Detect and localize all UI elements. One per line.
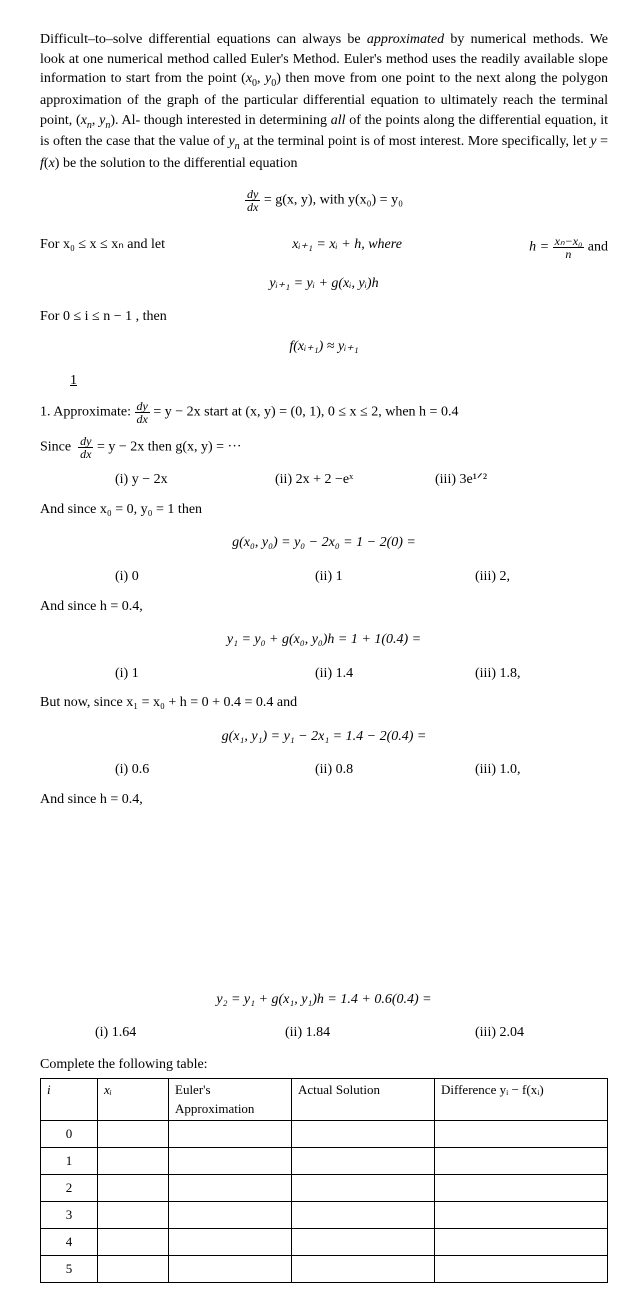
andsince-h: And since h = 0.4,	[40, 597, 608, 617]
opt5-i: (i) 1.64	[95, 1023, 175, 1043]
opt4-i: (i) 0.6	[115, 760, 195, 780]
opt2-iii: (iii) 2,	[475, 567, 555, 587]
options-5: (i) 1.64 (ii) 1.84 (iii) 2.04	[95, 1023, 608, 1043]
opt4-ii: (ii) 0.8	[315, 760, 395, 780]
opt3-iii: (iii) 1.8,	[475, 664, 555, 684]
complete-line: Complete the following table:	[40, 1055, 608, 1075]
opt5-iii: (iii) 2.04	[475, 1023, 555, 1043]
line2-a: For x₀ ≤ x ≤ xₙ and let	[40, 235, 165, 260]
options-4: (i) 0.6 (ii) 0.8 (iii) 1.0,	[115, 760, 608, 780]
data-table: i xᵢ Euler'sApproximation Actual Solutio…	[40, 1078, 608, 1282]
one-label: 1	[70, 371, 608, 391]
equation-5: f(xᵢ₊₁) ≈ yᵢ₊₁	[40, 337, 608, 357]
equation-3: yᵢ₊₁ = yᵢ + g(xᵢ, yᵢ)h	[40, 274, 608, 294]
table-row: 4	[41, 1228, 608, 1255]
opt1-iii: (iii) 3e¹ᐟ²	[435, 470, 515, 490]
table-row: 1	[41, 1147, 608, 1174]
since-line: Since dydx = y − 2x then g(x, y) = ···	[40, 435, 608, 460]
eq-y1: y₁ = y₀ + g(x₀, y₀)h = 1 + 1(0.4) =	[40, 630, 608, 650]
options-1: (i) y − 2x (ii) 2x + 2 −eˣ (iii) 3e¹ᐟ²	[115, 470, 608, 490]
table-row: 0	[41, 1120, 608, 1147]
butnow-line: But now, since x₁ = x₀ + h = 0 + 0.4 = 0…	[40, 693, 608, 713]
table-header-row: i xᵢ Euler'sApproximation Actual Solutio…	[41, 1079, 608, 1120]
th-i: i	[41, 1079, 98, 1120]
line-2: For x₀ ≤ x ≤ xₙ and let xᵢ₊₁ = xᵢ + h, w…	[40, 235, 608, 260]
th-actual: Actual Solution	[292, 1079, 435, 1120]
opt3-ii: (ii) 1.4	[315, 664, 395, 684]
options-3: (i) 1 (ii) 1.4 (iii) 1.8,	[115, 664, 608, 684]
th-diff: Difference yᵢ − f(xᵢ)	[435, 1079, 608, 1120]
opt4-iii: (iii) 1.0,	[475, 760, 555, 780]
table-row: 5	[41, 1255, 608, 1282]
opt1-ii: (ii) 2x + 2 −eˣ	[275, 470, 355, 490]
opt2-ii: (ii) 1	[315, 567, 395, 587]
line2-b: xᵢ₊₁ = xᵢ + h, where	[292, 235, 402, 260]
eq-g0: g(x₀, y₀) = y₀ − 2x₀ = 1 − 2(0) =	[40, 533, 608, 553]
eq-y2: y₂ = y₁ + g(x₁, y₁)h = 1.4 + 0.6(0.4) =	[40, 990, 608, 1010]
eq-g1: g(x₁, y₁) = y₁ − 2x₁ = 1.4 − 2(0.4) =	[40, 727, 608, 747]
equation-1: dydx = g(x, y), with y(x₀) = y₀	[40, 188, 608, 213]
intro-paragraph: Difficult–to–solve differential equation…	[40, 30, 608, 174]
opt5-ii: (ii) 1.84	[285, 1023, 365, 1043]
andsince-1: And since x₀ = 0, y₀ = 1 then	[40, 500, 608, 520]
table-row: 3	[41, 1201, 608, 1228]
th-xi: xᵢ	[98, 1079, 169, 1120]
table-row: 2	[41, 1174, 608, 1201]
line-4: For 0 ≤ i ≤ n − 1 , then	[40, 307, 608, 327]
eq1-rhs: = g(x, y), with y(x₀) = y₀	[264, 192, 403, 207]
opt1-i: (i) y − 2x	[115, 470, 195, 490]
opt3-i: (i) 1	[115, 664, 195, 684]
q1-line: 1. Approximate: dydx = y − 2x start at (…	[40, 400, 608, 425]
opt2-i: (i) 0	[115, 567, 195, 587]
line2-h: h = xₙ−x₀n and	[529, 235, 608, 260]
andsince-h2: And since h = 0.4,	[40, 790, 608, 810]
th-euler: Euler'sApproximation	[169, 1079, 292, 1120]
options-2: (i) 0 (ii) 1 (iii) 2,	[115, 567, 608, 587]
